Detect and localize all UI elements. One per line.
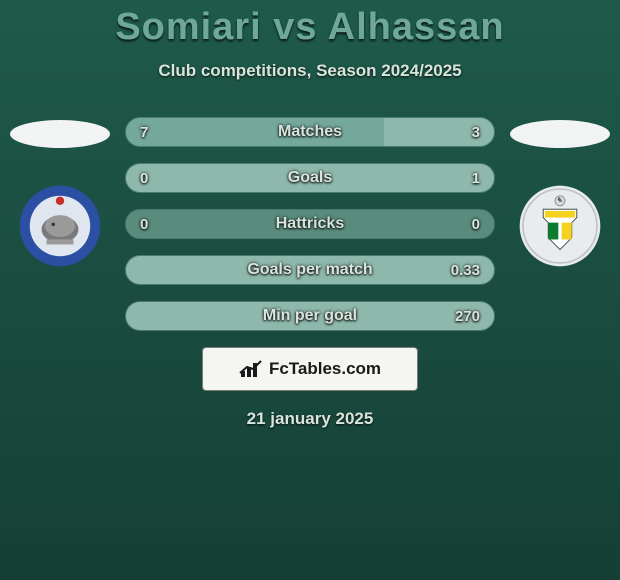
right-player-column bbox=[510, 120, 610, 268]
stat-value-right: 1 bbox=[472, 164, 480, 192]
stat-value-right: 0 bbox=[472, 210, 480, 238]
date-text: 21 january 2025 bbox=[0, 409, 620, 429]
stat-row: 7Matches3 bbox=[125, 117, 495, 147]
stat-row: Goals per match0.33 bbox=[125, 255, 495, 285]
right-player-oval bbox=[510, 120, 610, 148]
stat-value-right: 270 bbox=[455, 302, 480, 330]
right-club-badge bbox=[518, 184, 602, 268]
stat-value-right: 0.33 bbox=[451, 256, 480, 284]
subtitle: Club competitions, Season 2024/2025 bbox=[0, 61, 620, 81]
brand-text: FcTables.com bbox=[269, 359, 381, 379]
stat-row: 0Hattricks0 bbox=[125, 209, 495, 239]
stat-label: Min per goal bbox=[126, 302, 494, 330]
stat-row: 0Goals1 bbox=[125, 163, 495, 193]
stat-label: Matches bbox=[126, 118, 494, 146]
stats-list: 7Matches30Goals10Hattricks0Goals per mat… bbox=[125, 117, 495, 331]
stat-value-right: 3 bbox=[472, 118, 480, 146]
comparison-card: Somiari vs Alhassan Club competitions, S… bbox=[0, 0, 620, 580]
page-title: Somiari vs Alhassan bbox=[0, 0, 620, 49]
stat-label: Goals bbox=[126, 164, 494, 192]
left-player-column bbox=[10, 120, 110, 268]
left-club-badge bbox=[18, 184, 102, 268]
left-player-oval bbox=[10, 120, 110, 148]
bar-chart-icon bbox=[239, 359, 263, 379]
stat-label: Goals per match bbox=[126, 256, 494, 284]
brand-badge[interactable]: FcTables.com bbox=[202, 347, 418, 391]
stat-label: Hattricks bbox=[126, 210, 494, 238]
stat-row: Min per goal270 bbox=[125, 301, 495, 331]
